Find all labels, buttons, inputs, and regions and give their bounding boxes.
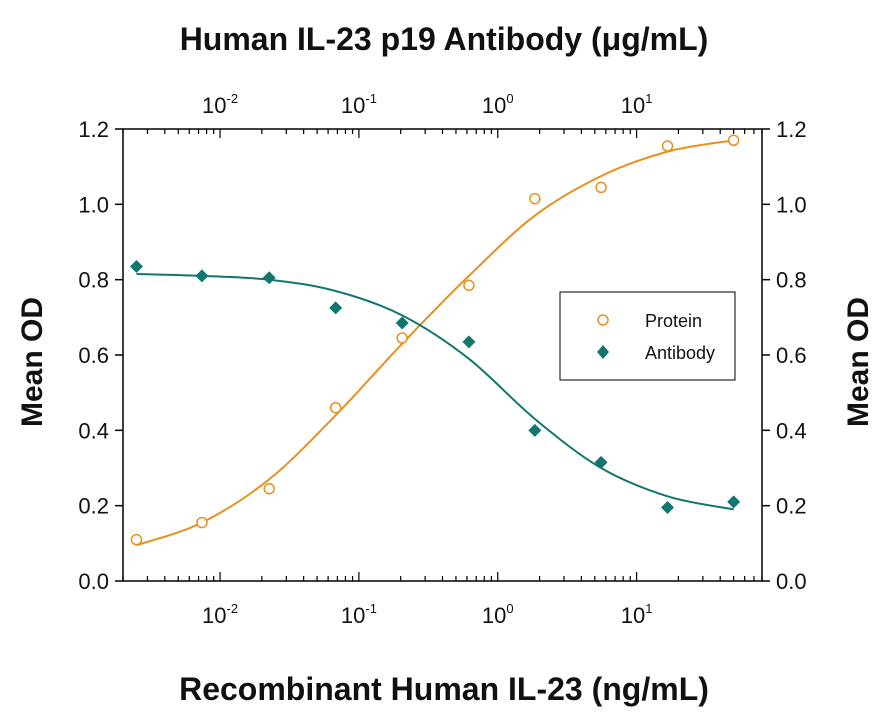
legend-marker-protein xyxy=(597,314,609,326)
x-tick-label-top: 101 xyxy=(621,91,653,118)
y-tick-label-left: 0.8 xyxy=(78,268,109,293)
chart-title-top: Human IL-23 p19 Antibody (μg/mL) xyxy=(180,21,709,57)
y-tick-label-left: 0.0 xyxy=(78,569,109,594)
y-tick-label-right: 0.6 xyxy=(776,343,807,368)
y-tick-label-left: 0.2 xyxy=(78,494,109,519)
legend-marker-antibody xyxy=(597,345,609,359)
data-point-antibody xyxy=(594,455,608,469)
data-point-protein xyxy=(130,533,143,546)
data-point-protein xyxy=(595,181,607,194)
data-point-protein xyxy=(529,192,541,205)
curves-group xyxy=(136,139,734,547)
data-point-protein xyxy=(263,482,275,495)
data-point-protein xyxy=(661,140,674,152)
x-tick-label-bottom: 10-2 xyxy=(202,601,238,628)
y-tick-label-left: 1.0 xyxy=(78,192,109,217)
x-tick-label-bottom: 10-1 xyxy=(341,601,377,628)
data-point-antibody xyxy=(661,501,675,515)
data-point-protein xyxy=(727,134,740,147)
data-point-protein xyxy=(396,332,408,344)
ticks-group: 0.0 0.0 0.2 0.2 0.4 0.4 0.6 0.6 0.8 0.8 1.0 1.0 1.2 1… xyxy=(78,91,806,628)
y-tick-label-left: 0.6 xyxy=(78,343,109,368)
legend: Protein Antibody xyxy=(559,291,736,381)
fit-curve-antibody xyxy=(136,273,734,511)
y-axis-label-left: Mean OD xyxy=(16,297,49,427)
legend-label-antibody: Antibody xyxy=(645,343,715,363)
data-point-antibody xyxy=(395,316,409,330)
data-point-antibody xyxy=(329,301,343,315)
x-tick-label-bottom: 100 xyxy=(482,601,514,628)
data-point-protein xyxy=(196,516,208,529)
x-tick-label-top: 100 xyxy=(482,91,514,118)
data-point-antibody xyxy=(528,423,542,437)
y-tick-label-right: 0.4 xyxy=(776,418,807,443)
y-axis-label-right: Mean OD xyxy=(842,297,875,427)
y-tick-label-right: 0.8 xyxy=(776,268,807,293)
x-tick-label-bottom: 101 xyxy=(621,601,653,628)
y-tick-label-left: 1.2 xyxy=(78,117,109,142)
legend-label-protein: Protein xyxy=(645,311,702,331)
x-tick-label-top: 10-1 xyxy=(341,91,377,118)
points-group xyxy=(129,134,741,546)
data-point-protein xyxy=(463,279,475,292)
data-point-antibody xyxy=(195,269,209,283)
x-axis-label: Recombinant Human IL-23 (ng/mL) xyxy=(179,671,709,707)
data-point-antibody xyxy=(262,271,276,285)
legend-box xyxy=(559,291,736,381)
data-point-protein xyxy=(329,401,342,414)
x-tick-label-top: 10-2 xyxy=(202,91,238,118)
data-point-antibody xyxy=(129,259,143,273)
y-tick-label-left: 0.4 xyxy=(78,418,109,443)
y-tick-label-right: 1.0 xyxy=(776,192,807,217)
data-point-antibody xyxy=(462,335,476,349)
data-point-antibody xyxy=(727,495,741,509)
fit-curve-protein xyxy=(136,139,734,547)
y-tick-label-right: 1.2 xyxy=(776,117,807,142)
y-tick-label-right: 0.2 xyxy=(776,494,807,519)
y-tick-label-right: 0.0 xyxy=(776,569,807,594)
